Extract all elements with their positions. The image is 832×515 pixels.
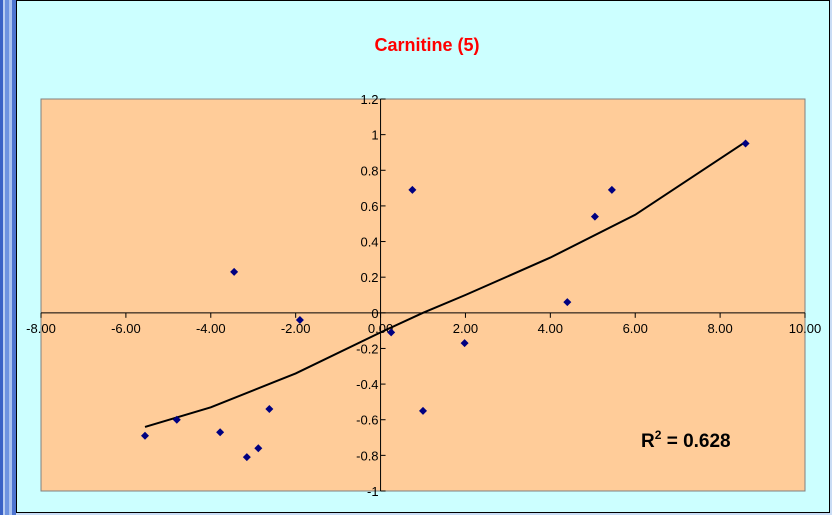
- x-tick-label: 8.00: [707, 321, 732, 336]
- x-tick-label: 0.00: [368, 321, 393, 336]
- chart-title: Carnitine (5): [374, 35, 479, 55]
- y-tick-label: -0.6: [356, 413, 378, 428]
- y-tick-label: 0: [371, 306, 378, 321]
- r-squared-annotation: R2 = 0.628: [641, 428, 731, 452]
- y-tick-label: 0.4: [360, 235, 378, 250]
- data-point: [254, 444, 263, 453]
- y-tick-label: -1: [367, 484, 379, 499]
- data-point: [590, 212, 599, 221]
- window-edge-strip: [0, 0, 16, 515]
- r-squared-prefix: R: [641, 431, 655, 452]
- y-tick-label: 1: [371, 128, 378, 143]
- y-tick-label: 1.2: [360, 92, 378, 107]
- trendline: [144, 140, 747, 428]
- x-tick-label: 6.00: [623, 321, 648, 336]
- x-tick-label: 2.00: [453, 321, 478, 336]
- x-tick-label: -4.00: [196, 321, 226, 336]
- data-point: [242, 453, 251, 462]
- data-point: [607, 185, 616, 194]
- r-squared-superscript: 2: [655, 428, 662, 442]
- data-point: [216, 428, 225, 437]
- data-point: [741, 139, 750, 148]
- data-point: [230, 267, 239, 276]
- x-tick-labels: -8.00 -6.00 -4.00 -2.00 0.00 2.00 4.00 6.00 8.00…: [26, 321, 821, 336]
- y-tick-label: 0.8: [360, 163, 378, 178]
- y-tick-label: 0.2: [360, 270, 378, 285]
- data-point: [387, 328, 396, 337]
- data-point: [172, 415, 181, 424]
- x-tick-label: -8.00: [26, 321, 56, 336]
- data-points: [140, 139, 750, 462]
- data-point: [460, 339, 469, 348]
- data-point: [419, 406, 427, 415]
- x-tick-label: -2.00: [281, 321, 311, 336]
- r-squared-value: = 0.628: [661, 431, 730, 452]
- scatter-chart: Carnitine (5) -8.00 -6.00 -4.00 -2.00 0.00 2.…: [26, 35, 821, 499]
- y-tick-labels: 1.2 1 0.8 0.6 0.4 0.2 0 -0.2 -0.4 -0.6 -0.8 -1: [356, 92, 378, 499]
- y-tick-label: 0.6: [360, 199, 378, 214]
- x-tick-label: 4.00: [538, 321, 563, 336]
- data-point: [265, 405, 274, 414]
- y-tick-label: -0.2: [356, 341, 378, 356]
- x-tick-label: 10.00: [789, 321, 822, 336]
- y-tick-label: -0.8: [356, 448, 378, 463]
- data-point: [140, 431, 149, 440]
- data-point: [408, 185, 417, 194]
- plot-area: [40, 98, 806, 492]
- chart-area: Carnitine (5) -8.00 -6.00 -4.00 -2.00 0.00 2.…: [16, 0, 830, 513]
- data-point: [295, 315, 304, 324]
- y-tick-label: -0.4: [356, 377, 378, 392]
- x-tick-label: -6.00: [111, 321, 141, 336]
- data-point: [563, 298, 572, 307]
